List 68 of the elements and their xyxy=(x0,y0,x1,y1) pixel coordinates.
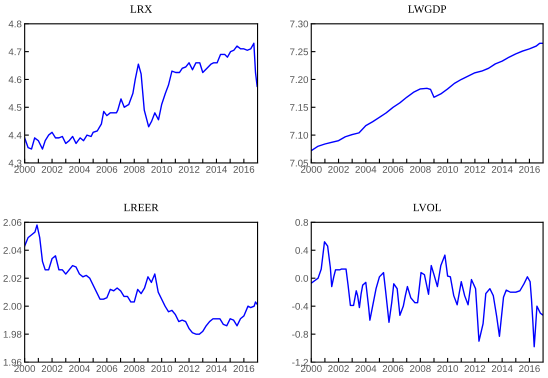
x-tick-label: 2008 xyxy=(410,166,431,173)
y-tick-label: 7.20 xyxy=(290,76,308,84)
x-tick-label: 2000 xyxy=(300,365,322,372)
y-tick-label: 7.05 xyxy=(290,160,308,167)
chart-title: LWGDP xyxy=(408,5,446,13)
x-tick-label: 2002 xyxy=(328,166,349,173)
x-tick-label: 2004 xyxy=(69,166,90,173)
y-tick-label: 4.7 xyxy=(8,48,22,56)
x-tick-label: 2014 xyxy=(492,365,513,372)
x-tick-label: 2006 xyxy=(382,166,404,173)
y-tick-label: 4.6 xyxy=(8,76,22,84)
x-tick-label: 2016 xyxy=(234,365,254,372)
y-tick-label: 1.98 xyxy=(4,330,22,338)
x-tick-label: 2014 xyxy=(492,166,513,173)
x-tick-label: 2008 xyxy=(410,365,431,372)
x-tick-label: 2016 xyxy=(519,365,540,372)
x-tick-label: 2016 xyxy=(234,166,254,173)
x-tick-label: 2002 xyxy=(42,365,62,372)
x-tick-label: 2010 xyxy=(437,365,458,372)
x-tick-label: 2016 xyxy=(519,166,540,173)
y-tick-label: 4.3 xyxy=(8,160,22,167)
y-tick-label: 4.4 xyxy=(8,132,22,139)
x-tick-label: 2008 xyxy=(124,365,145,372)
x-tick-label: 2000 xyxy=(14,365,36,372)
x-tick-label: 2012 xyxy=(178,365,200,372)
y-tick-label: 2.06 xyxy=(3,219,22,226)
x-tick-label: 2006 xyxy=(382,365,404,372)
chart-title: LRX xyxy=(130,5,152,13)
chart-title: LVOL xyxy=(413,204,441,212)
y-tick-label: 7.30 xyxy=(290,20,308,28)
y-tick-label: 0.4 xyxy=(295,246,308,254)
x-tick-label: 2010 xyxy=(151,166,172,173)
x-tick-label: 2012 xyxy=(178,166,200,173)
y-tick-label: -0.4 xyxy=(292,302,308,310)
line-series xyxy=(24,42,258,150)
y-tick-label: 2.02 xyxy=(3,274,22,282)
x-tick-label: 2002 xyxy=(328,365,349,372)
x-tick-label: 2004 xyxy=(355,166,376,173)
y-tick-label: 2.00 xyxy=(3,302,22,310)
x-tick-label: 2002 xyxy=(42,166,62,173)
line-series xyxy=(24,224,258,335)
y-tick-label: 0.8 xyxy=(295,219,308,226)
x-tick-label: 2004 xyxy=(69,365,90,372)
y-tick-label: 1.96 xyxy=(4,358,22,366)
x-tick-label: 2010 xyxy=(151,365,172,372)
line-series xyxy=(311,42,544,152)
x-tick-label: 2012 xyxy=(464,166,486,173)
line-series xyxy=(311,241,544,348)
x-tick-label: 2014 xyxy=(206,166,227,173)
y-tick-label: 0.0 xyxy=(295,274,308,282)
x-tick-label: 2008 xyxy=(124,166,145,173)
x-tick-label: 2004 xyxy=(355,365,376,372)
y-tick-label: 7.25 xyxy=(290,48,308,56)
x-tick-label: 2012 xyxy=(464,365,486,372)
y-tick-label: -1.2 xyxy=(292,358,308,366)
y-tick-label: -0.8 xyxy=(292,330,308,338)
chart-title: LREER xyxy=(124,204,159,212)
y-tick-label: 7.15 xyxy=(290,104,308,111)
x-tick-label: 2006 xyxy=(96,365,118,372)
y-tick-label: 7.10 xyxy=(290,132,308,139)
x-tick-label: 2014 xyxy=(206,365,227,372)
x-tick-label: 2006 xyxy=(96,166,118,173)
y-tick-label: 2.04 xyxy=(3,246,22,254)
y-tick-label: 4.8 xyxy=(8,20,22,28)
x-tick-label: 2000 xyxy=(14,166,36,173)
x-tick-label: 2000 xyxy=(300,166,322,173)
y-tick-label: 4.5 xyxy=(8,104,22,111)
x-tick-label: 2010 xyxy=(437,166,458,173)
